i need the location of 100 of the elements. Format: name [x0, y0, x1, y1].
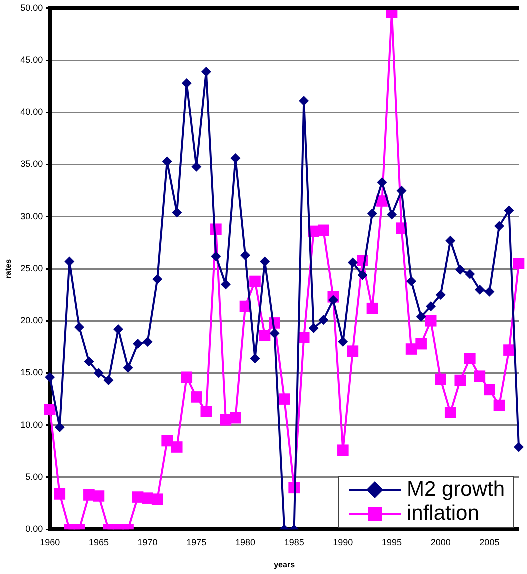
point: [114, 324, 124, 334]
y-tick-label: 50.00: [20, 2, 44, 13]
point: [182, 78, 192, 88]
point: [211, 251, 222, 262]
point: [338, 336, 348, 347]
point: [64, 256, 75, 267]
point: [201, 66, 212, 77]
x-tick-label: 1965: [88, 537, 109, 548]
y-tick-label: 25.00: [20, 263, 44, 274]
point: [308, 323, 319, 334]
point: [328, 295, 338, 306]
point: [484, 384, 496, 396]
x-tick-label: 2005: [480, 537, 500, 548]
point: [318, 315, 329, 326]
legend-label: M2 growth: [407, 478, 506, 502]
point: [474, 284, 485, 295]
point: [416, 312, 426, 322]
y-tick-label: 5.00: [26, 472, 44, 482]
y-tick-label: 40.00: [20, 107, 44, 118]
x-tick-label: 1995: [382, 537, 402, 548]
point: [250, 354, 260, 364]
point: [190, 392, 202, 403]
point: [425, 315, 437, 327]
point: [513, 258, 525, 270]
point: [181, 372, 193, 384]
point: [474, 370, 486, 382]
point: [504, 206, 514, 216]
point: [54, 422, 65, 432]
point: [200, 406, 212, 418]
point: [230, 154, 241, 164]
y-tick-label: 20.00: [20, 316, 44, 326]
point: [93, 490, 105, 502]
point: [318, 224, 330, 236]
point: [54, 488, 66, 500]
point: [171, 442, 183, 453]
x-tick-label: 1960: [40, 537, 60, 548]
point: [259, 330, 271, 342]
x-tick-label: 1985: [284, 537, 304, 548]
point: [454, 374, 466, 386]
y-tick-label: 0.00: [26, 524, 44, 534]
point: [74, 322, 84, 332]
y-tick-label: 35.00: [20, 159, 44, 170]
point: [387, 210, 398, 220]
point: [104, 376, 114, 386]
point: [484, 286, 495, 297]
point: [152, 494, 164, 506]
point: [192, 162, 202, 172]
point: [270, 328, 280, 339]
x-tick-label: 1975: [186, 537, 207, 548]
point: [367, 208, 378, 219]
x-tick-label: 2000: [430, 537, 451, 548]
point: [240, 250, 250, 260]
point: [464, 352, 476, 364]
point: [435, 374, 447, 386]
y-tick-label: 15.00: [20, 368, 44, 378]
point: [444, 407, 456, 419]
point: [358, 270, 368, 280]
x-tick-label: 1970: [138, 537, 158, 548]
point: [220, 280, 231, 290]
x-tick-label: 1990: [333, 537, 354, 548]
point: [230, 412, 242, 424]
point: [94, 368, 104, 378]
point: [84, 356, 94, 367]
y-tick-label: 30.00: [20, 211, 44, 222]
point: [45, 372, 56, 382]
point: [162, 435, 173, 447]
point: [455, 265, 466, 276]
point: [406, 344, 418, 355]
point: [44, 404, 56, 416]
point: [347, 346, 359, 358]
point: [465, 269, 476, 280]
point: [396, 186, 407, 196]
point: [514, 442, 524, 452]
point: [426, 302, 436, 312]
y-tick-label: 10.00: [20, 420, 44, 430]
legend-label: inflation: [407, 502, 480, 526]
point: [348, 258, 358, 268]
point: [250, 276, 261, 288]
point: [278, 394, 290, 405]
point: [494, 221, 504, 232]
point: [123, 363, 134, 374]
point: [494, 400, 506, 412]
point: [133, 339, 144, 350]
y-tick-label: 45.00: [20, 55, 44, 66]
point: [366, 302, 378, 314]
point: [446, 236, 456, 246]
point: [436, 290, 446, 300]
point: [260, 256, 270, 267]
point: [299, 96, 310, 106]
point: [162, 156, 172, 167]
x-axis-title: years: [274, 560, 296, 570]
point: [338, 444, 349, 456]
point: [142, 336, 153, 347]
point: [406, 276, 417, 287]
point: [172, 208, 182, 218]
point: [504, 344, 515, 356]
point: [416, 338, 427, 350]
x-tick-label: 1980: [235, 537, 256, 548]
y-axis-title: rates: [4, 258, 14, 279]
point: [152, 274, 163, 284]
